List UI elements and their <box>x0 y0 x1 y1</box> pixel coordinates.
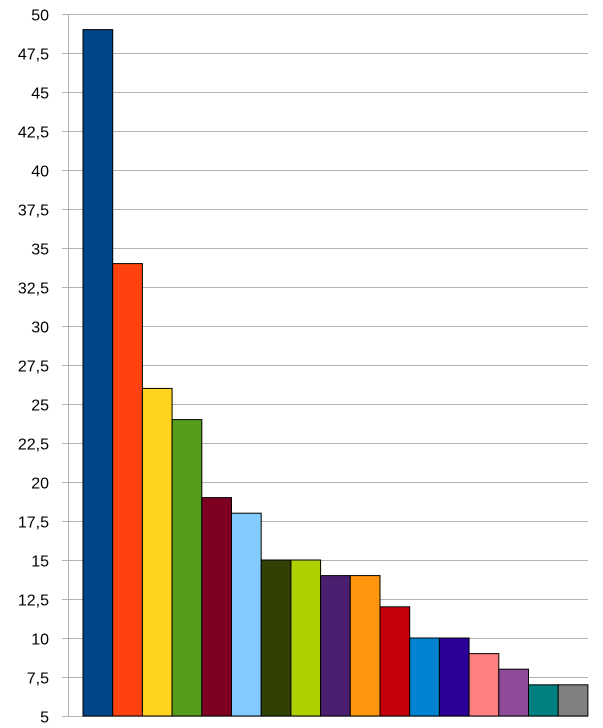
y-tick-label: 32,5 <box>18 281 49 298</box>
y-tick-label: 7,5 <box>27 671 49 688</box>
y-tick-label: 37,5 <box>18 203 49 220</box>
bar <box>409 637 440 717</box>
bar <box>438 637 470 717</box>
y-tick-label: 22,5 <box>18 437 49 454</box>
y-tick-label: 25 <box>31 398 49 415</box>
bar <box>171 419 203 717</box>
bar <box>112 263 143 717</box>
bar <box>379 606 411 717</box>
y-tick-label: 10 <box>31 632 49 649</box>
y-tick-label: 27,5 <box>18 359 49 376</box>
bar <box>201 497 233 717</box>
y-tick-label: 17,5 <box>18 515 49 532</box>
bars <box>82 29 589 717</box>
y-tick-label: 50 <box>31 8 49 25</box>
y-tick-label: 30 <box>31 320 49 337</box>
bar <box>290 559 322 717</box>
bar <box>349 575 381 717</box>
y-tick-label: 5 <box>40 710 49 727</box>
bar <box>468 653 500 717</box>
y-tick-label: 15 <box>31 554 49 571</box>
y-tick-label: 47,5 <box>18 47 49 64</box>
y-tick-label: 42,5 <box>18 125 49 142</box>
y-tick-label: 35 <box>31 242 49 259</box>
bar <box>260 559 292 717</box>
bar <box>528 684 559 717</box>
bar <box>320 575 351 717</box>
y-tick-label: 45 <box>31 86 49 103</box>
y-tick-labels: 5 7,5 10 12,5 15 17,5 20 22,5 25 27,5 30 32,5 35 37,5… <box>18 8 49 727</box>
y-tick-label: 40 <box>31 164 49 181</box>
y-tick-label: 12,5 <box>18 593 49 610</box>
bar <box>557 684 589 717</box>
bar <box>498 668 529 717</box>
y-tick-label: 20 <box>31 476 49 493</box>
bar <box>82 29 114 717</box>
bar <box>141 387 173 717</box>
bar <box>231 512 262 717</box>
